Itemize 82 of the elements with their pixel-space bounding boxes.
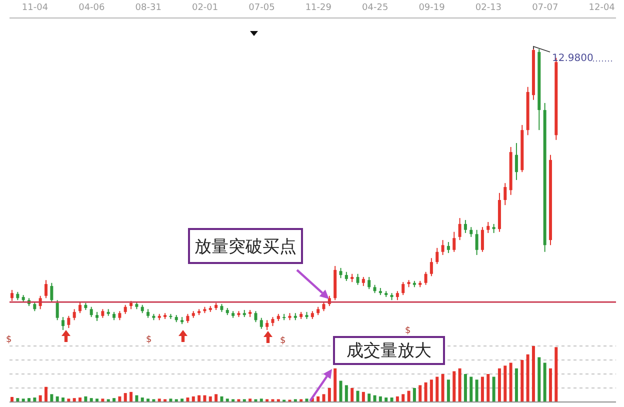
text: $ [6, 335, 12, 346]
bar [208, 396, 212, 402]
annotation: $ [405, 326, 411, 337]
bar [248, 398, 252, 402]
bar [356, 390, 360, 402]
bar [368, 394, 371, 402]
x-tick-label: 04-25 [362, 3, 388, 13]
x-tick-label: 08-31 [135, 3, 162, 13]
x-tick-label: 04-06 [78, 3, 106, 13]
bar [492, 376, 496, 402]
bar [514, 368, 518, 402]
bar [464, 374, 467, 402]
bar [339, 380, 342, 402]
bar [10, 396, 14, 402]
bar [146, 398, 150, 402]
bar [192, 396, 195, 402]
x-tick-label: 02-01 [192, 3, 218, 13]
bar [22, 398, 25, 402]
bar [169, 398, 172, 402]
bar [362, 392, 365, 402]
x-tick-label: 02-13 [475, 3, 502, 13]
bar [548, 368, 552, 402]
bar [322, 394, 326, 402]
bar [452, 371, 456, 402]
bar [538, 357, 541, 402]
bar [158, 398, 161, 402]
bar [430, 380, 433, 402]
bar [498, 368, 501, 402]
bar [101, 398, 104, 402]
bar [344, 385, 348, 402]
bar [509, 362, 512, 402]
x-tick-label: 11-04 [22, 3, 48, 13]
bar [486, 374, 490, 402]
text: $ [146, 335, 152, 346]
bar [424, 382, 428, 402]
bar [526, 354, 530, 402]
bar [475, 380, 478, 402]
bar [334, 368, 337, 402]
annotation: 12.9800 [552, 53, 594, 65]
bar [402, 394, 405, 402]
bar [418, 385, 422, 402]
bar [520, 360, 524, 402]
bar [96, 398, 99, 402]
bar [412, 388, 416, 402]
bar [44, 386, 48, 402]
bar [67, 398, 70, 402]
bar [118, 396, 122, 402]
bar [441, 374, 444, 402]
bar [84, 396, 88, 402]
x-tick-label: 12-04 [588, 3, 616, 13]
annotation: 成交量放大 [346, 340, 432, 362]
bar [532, 346, 535, 402]
bar [305, 398, 308, 402]
bar [328, 388, 331, 402]
bar [378, 396, 382, 402]
bar [396, 396, 399, 402]
bar [407, 390, 410, 402]
bar [226, 398, 229, 402]
bar [543, 362, 546, 402]
bar [316, 396, 320, 402]
bar [260, 398, 263, 402]
bar [124, 393, 127, 402]
annotation: 放量突破买点 [194, 236, 296, 258]
bar [350, 388, 354, 402]
bar [220, 396, 224, 402]
x-tick-label: 07-07 [532, 3, 558, 13]
bar [446, 380, 450, 402]
bar [50, 394, 54, 402]
bar [470, 376, 473, 402]
bar [130, 392, 133, 402]
bar [180, 398, 184, 402]
bar [458, 368, 462, 402]
bar [436, 376, 439, 402]
x-tick-label: 07-05 [248, 3, 275, 13]
x-tick-label: 11-29 [305, 3, 332, 13]
bar [480, 376, 484, 402]
x-tick-label: 09-19 [418, 3, 446, 13]
annotation: $ [280, 336, 286, 347]
bar [504, 366, 507, 402]
bar [56, 396, 59, 402]
bar [554, 347, 558, 402]
bar [214, 394, 218, 402]
